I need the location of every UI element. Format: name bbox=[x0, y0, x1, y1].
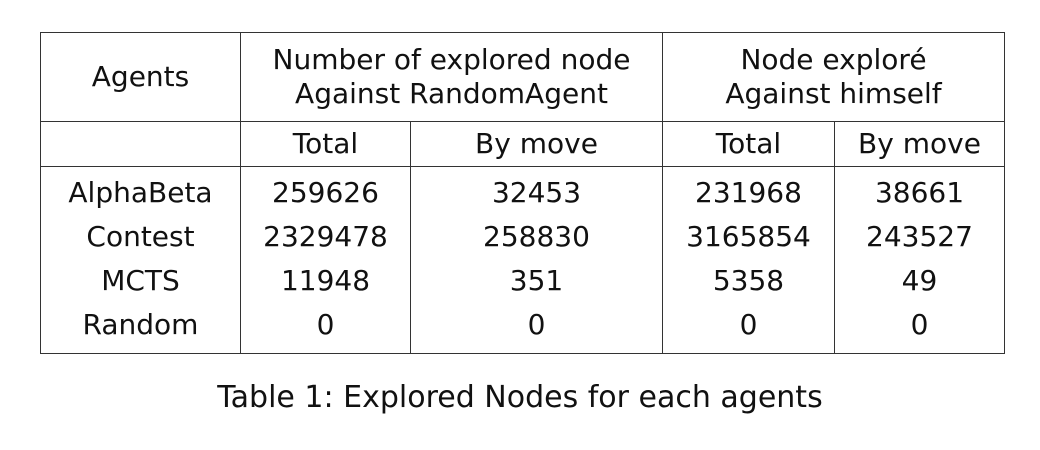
value-cell: 0 bbox=[410, 303, 663, 354]
table-row: MCTS 11948 351 5358 49 bbox=[40, 259, 1005, 303]
value-cell: 0 bbox=[662, 303, 835, 354]
value-cell: 49 bbox=[901, 264, 938, 297]
subheader-total-random: Total bbox=[240, 121, 411, 167]
value-cell: 243527 bbox=[866, 220, 973, 253]
explored-nodes-table: Agents Number of explored node Against R… bbox=[40, 32, 1005, 354]
value-cell: 38661 bbox=[874, 176, 965, 209]
table-caption: Table 1: Explored Nodes for each agents bbox=[217, 380, 823, 415]
value-cell: 3165854 bbox=[662, 215, 835, 259]
group-header-random-agent-line1: Number of explored node bbox=[272, 43, 631, 76]
agent-name-cell: Contest bbox=[40, 215, 241, 259]
subheader-by-move-himself: By move bbox=[834, 121, 1005, 167]
table-row: Random 0 0 0 0 bbox=[40, 303, 1005, 354]
value-cell: 231968 bbox=[662, 166, 835, 215]
results-table-container: Agents Number of explored node Against R… bbox=[40, 32, 1005, 354]
subheader-empty bbox=[40, 121, 241, 167]
value-cell: 11948 bbox=[240, 259, 411, 303]
agent-name-cell: Random bbox=[40, 303, 241, 354]
table-row: AlphaBeta 259626 32453 231968 38661 bbox=[40, 166, 1005, 215]
group-header-himself: Node exploré Against himself bbox=[662, 32, 1005, 122]
value-cell: 351 bbox=[410, 259, 663, 303]
group-header-himself-line1: Node exploré bbox=[740, 43, 927, 76]
group-header-random-agent-line2: Against RandomAgent bbox=[295, 77, 608, 110]
value-cell: 259626 bbox=[240, 166, 411, 215]
agent-name-cell: MCTS bbox=[40, 259, 241, 303]
value-cell: 0 bbox=[240, 303, 411, 354]
table-row: Contest 2329478 258830 3165854 243527 bbox=[40, 215, 1005, 259]
value-cell: 5358 bbox=[662, 259, 835, 303]
subheader-by-move-random: By move bbox=[410, 121, 663, 167]
table-subheader-row: Total By move Total By move bbox=[40, 121, 1005, 167]
subheader-total-himself: Total bbox=[662, 121, 835, 167]
value-cell: 32453 bbox=[410, 166, 663, 215]
table-group-header-row: Agents Number of explored node Against R… bbox=[40, 32, 1005, 122]
group-header-random-agent: Number of explored node Against RandomAg… bbox=[240, 32, 663, 122]
agents-header: Agents bbox=[40, 32, 241, 122]
value-cell: 2329478 bbox=[240, 215, 411, 259]
group-header-himself-line2: Against himself bbox=[725, 77, 942, 110]
value-cell: 258830 bbox=[410, 215, 663, 259]
value-cell: 0 bbox=[910, 308, 929, 341]
agent-name-cell: AlphaBeta bbox=[40, 166, 241, 215]
